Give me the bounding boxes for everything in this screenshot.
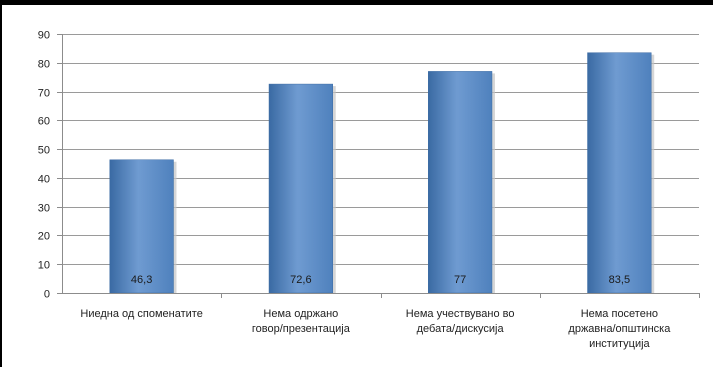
x-tick-label-line: Нема посетено xyxy=(581,308,658,320)
x-tick-label-line: дебата/дискусија xyxy=(417,323,505,335)
x-tick-label-line: Нема одржано xyxy=(263,308,338,320)
bar-chart: 0 10 20 30 40 50 60 70 80 90 46,3 72,6 77 83,5 Ниедн… xyxy=(38,30,700,350)
x-tick-label: Нема учествувано во дебата/дискусија xyxy=(406,308,515,335)
bar xyxy=(268,83,333,294)
y-tick-label: 80 xyxy=(38,59,50,71)
x-tick-label: Ниедна од споменатите xyxy=(80,308,202,320)
bars: 46,3 72,6 77 83,5 xyxy=(109,52,655,294)
y-tick-label: 30 xyxy=(38,203,50,215)
x-tick-label-line: институција xyxy=(589,338,650,350)
data-label: 72,6 xyxy=(290,274,311,286)
y-tick-label: 90 xyxy=(38,30,50,42)
y-tick-label: 50 xyxy=(38,145,50,157)
data-label: 77 xyxy=(454,274,466,286)
data-label: 46,3 xyxy=(131,274,152,286)
x-tick-label-line: Нема учествувано во xyxy=(406,308,515,320)
y-axis: 0 10 20 30 40 50 60 70 80 90 xyxy=(38,30,63,301)
x-tick-label: Нема одржано говор/презентација xyxy=(252,308,351,335)
y-tick-label: 40 xyxy=(38,174,50,186)
x-axis: Ниедна од споменатите Нема одржано говор/п… xyxy=(62,293,700,350)
x-tick-label-line: државна/општинска xyxy=(568,323,671,335)
y-tick-label: 70 xyxy=(38,88,50,100)
x-tick-label: Нема посетено државна/општинска институциј… xyxy=(568,308,671,350)
bar xyxy=(109,159,174,294)
x-tick-label-line: Ниедна од споменатите xyxy=(80,308,202,320)
y-tick-label: 0 xyxy=(44,289,50,301)
y-tick-label: 10 xyxy=(38,260,50,272)
bar xyxy=(587,52,652,294)
data-label: 83,5 xyxy=(609,274,630,286)
y-tick-label: 20 xyxy=(38,231,50,243)
x-tick-label-line: говор/презентација xyxy=(252,323,351,335)
bar xyxy=(428,71,493,294)
y-tick-label: 60 xyxy=(38,116,50,128)
